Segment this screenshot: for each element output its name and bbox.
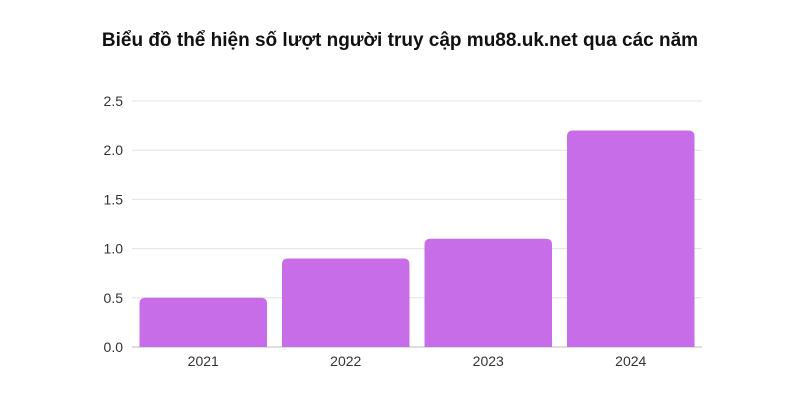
bar-2022: [282, 258, 410, 347]
y-tick-label: 1.0: [104, 241, 124, 257]
y-tick-label: 0.0: [104, 339, 124, 355]
x-tick-label: 2023: [473, 353, 504, 369]
bar-2023: [424, 238, 552, 347]
y-tick-label: 0.5: [104, 290, 124, 306]
bars: [139, 130, 695, 347]
chart-title: Biểu đồ thể hiện số lượt người truy cập …: [101, 30, 699, 51]
x-axis-ticks: 2021 2022 2023 2024: [188, 353, 647, 369]
bar-2021: [139, 297, 267, 347]
x-tick-label: 2024: [615, 353, 646, 369]
y-tick-label: 1.5: [104, 191, 124, 207]
x-tick-label: 2021: [188, 353, 219, 369]
bar-2024: [567, 130, 695, 347]
y-tick-label: 2.0: [104, 142, 124, 158]
y-axis-ticks: 0.0 0.5 1.0 1.5 2.0 2.5: [104, 93, 124, 355]
x-tick-label: 2022: [330, 353, 361, 369]
y-tick-label: 2.5: [104, 93, 124, 109]
